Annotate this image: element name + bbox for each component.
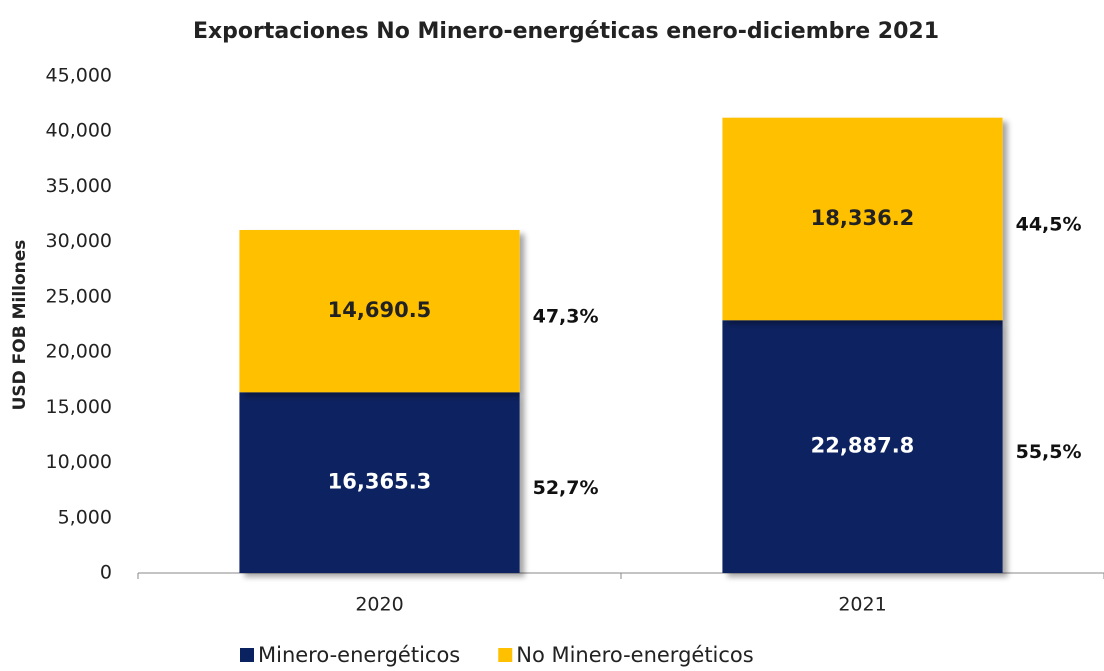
share-label: 44,5% bbox=[1016, 213, 1082, 235]
y-tick-label: 45,000 bbox=[46, 65, 112, 87]
share-label: 55,5% bbox=[1016, 441, 1082, 463]
y-tick-label: 25,000 bbox=[46, 285, 112, 307]
y-tick-label: 20,000 bbox=[46, 341, 112, 363]
value-label: 16,365.3 bbox=[328, 470, 432, 494]
bar-segment bbox=[239, 230, 520, 393]
y-tick-label: 10,000 bbox=[46, 451, 112, 473]
bar-segment bbox=[722, 117, 1003, 321]
y-tick-label: 30,000 bbox=[46, 230, 112, 252]
value-label: 18,336.2 bbox=[811, 206, 915, 230]
legend-label: No Minero-energéticos bbox=[516, 643, 753, 667]
bar-segment bbox=[239, 392, 520, 573]
x-tick-label: 2021 bbox=[838, 594, 886, 616]
value-label: 22,887.8 bbox=[811, 434, 915, 458]
bar-segment bbox=[722, 320, 1003, 573]
share-label: 47,3% bbox=[533, 306, 599, 328]
legend-label: Minero-energéticos bbox=[258, 643, 460, 667]
x-tick-label: 2020 bbox=[355, 594, 403, 616]
y-tick-label: 15,000 bbox=[46, 396, 112, 418]
y-tick-label: 0 bbox=[100, 562, 112, 584]
share-label: 52,7% bbox=[533, 477, 599, 499]
y-tick-label: 40,000 bbox=[46, 120, 112, 142]
y-tick-label: 5,000 bbox=[58, 506, 112, 528]
y-axis-label: USD FOB Millones bbox=[10, 240, 30, 411]
value-label: 14,690.5 bbox=[328, 298, 432, 322]
legend-swatch bbox=[240, 648, 254, 662]
chart-title: Exportaciones No Minero-energéticas ener… bbox=[193, 19, 939, 44]
y-tick-label: 35,000 bbox=[46, 175, 112, 197]
legend-swatch bbox=[498, 648, 513, 662]
